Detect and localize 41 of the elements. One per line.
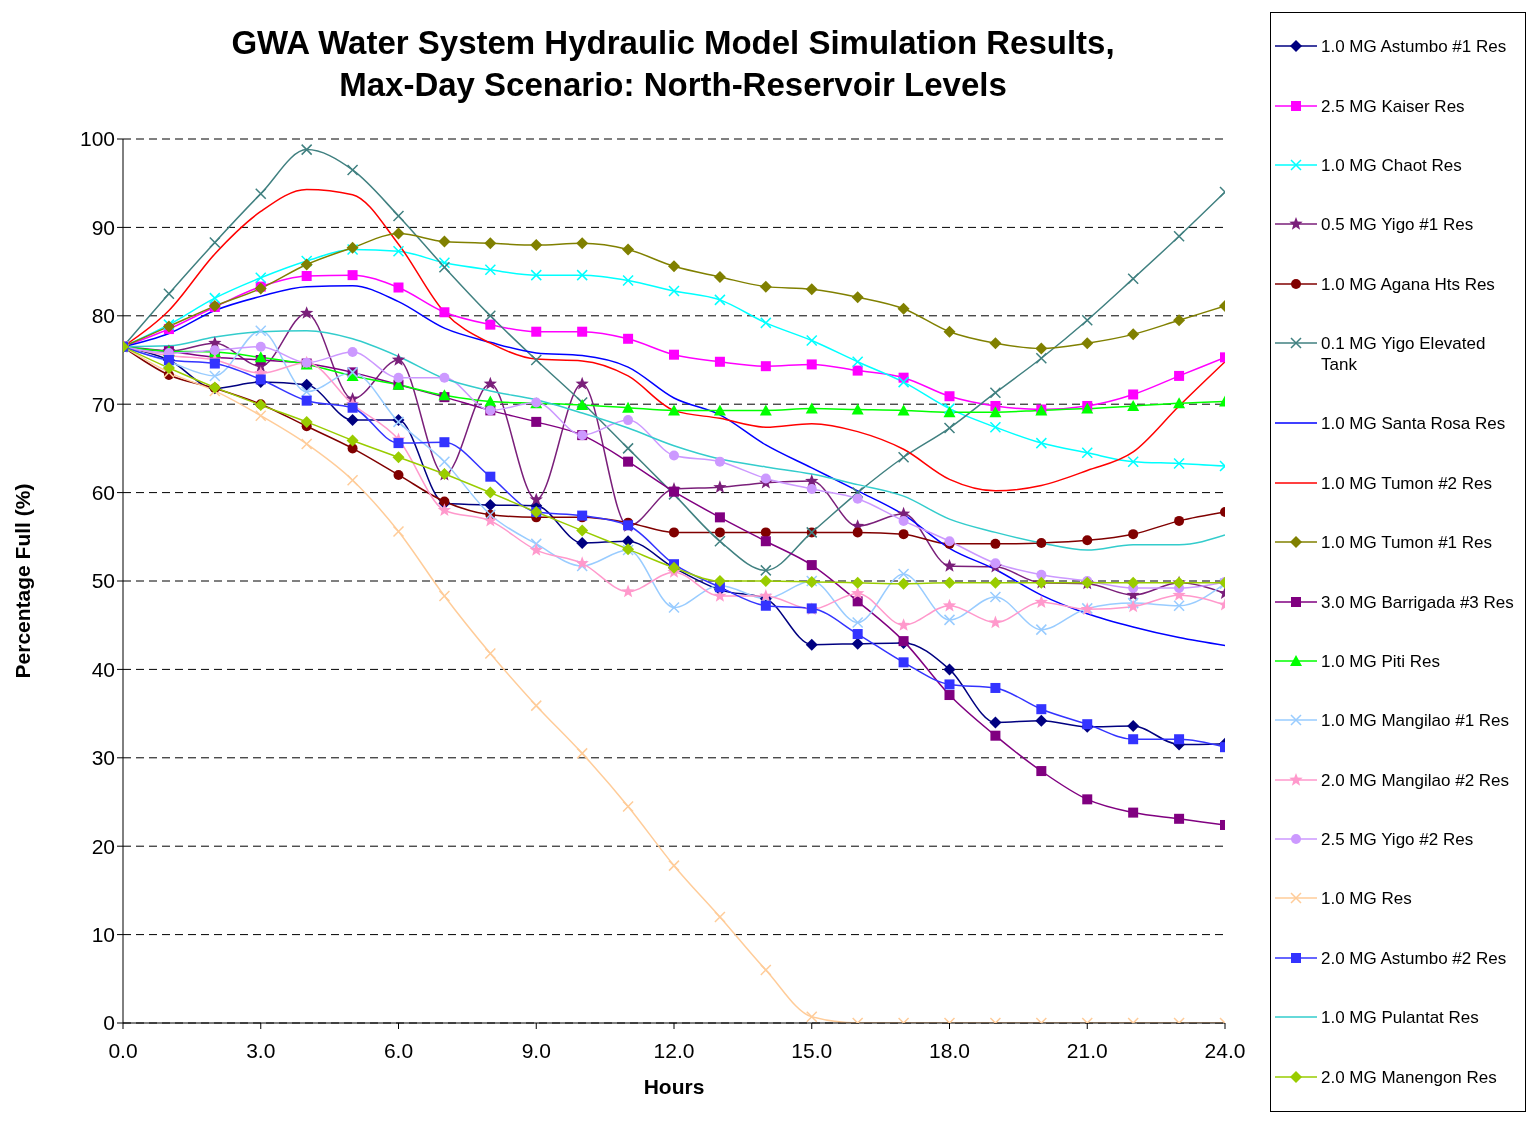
legend-label: 1.0 MG Tumon #1 Res: [1320, 532, 1493, 554]
x-tick-label: 12.0: [653, 1038, 695, 1062]
legend-label: 1.0 MG Chaot Res: [1320, 154, 1462, 176]
y-tick-label: 100: [79, 127, 115, 151]
legend-label: 1.0 MG Mangilao #1 Res: [1320, 710, 1510, 732]
y-tick-label: 70: [91, 392, 115, 416]
legend-label: 1.0 MG Res: [1320, 888, 1412, 910]
legend-label: 1.0 MG Santa Rosa Res: [1320, 413, 1506, 435]
x-tick-label: 15.0: [791, 1038, 833, 1062]
legend-label: 1.0 MG Piti Res: [1320, 650, 1441, 672]
legend-label: 2.0 MG Manengon Res: [1320, 1066, 1497, 1088]
legend-label: 3.0 MG Barrigada #3 Res: [1320, 591, 1514, 613]
legend-label: 0.1 MG Yigo Elevated Tank: [1320, 333, 1487, 376]
y-tick-label: 60: [91, 481, 115, 505]
x-axis-title: Hours: [643, 1075, 705, 1098]
x-tick-label: 6.0: [383, 1038, 414, 1062]
legend-label: 1.0 MG Astumbo #1 Res: [1320, 36, 1507, 58]
legend-label: 2.0 MG Mangilao #2 Res: [1320, 769, 1510, 791]
y-tick-label: 10: [91, 923, 115, 947]
y-tick-label: 30: [91, 746, 115, 770]
legend-label: 1.0 MG Agana Hts Res: [1320, 273, 1495, 295]
x-tick-label: 9.0: [521, 1038, 551, 1062]
legend-label: 2.0 MG Astumbo #2 Res: [1320, 947, 1507, 969]
y-axis-title: Percentage Full (%): [11, 483, 35, 679]
legend-label: 1.0 MG Pulantat Res: [1320, 1007, 1479, 1029]
x-tick-label: 0.0: [108, 1038, 138, 1062]
legend-label: 2.5 MG Kaiser Res: [1320, 95, 1465, 117]
x-tick-label: 21.0: [1066, 1038, 1108, 1062]
y-tick-label: 20: [91, 834, 115, 858]
legend-label: 2.5 MG Yigo #2 Res: [1320, 829, 1474, 851]
y-tick-label: 0: [103, 1011, 115, 1035]
x-tick-label: 3.0: [246, 1038, 276, 1062]
y-tick-label: 50: [91, 569, 115, 593]
y-tick-label: 90: [91, 215, 115, 239]
legend-label: 0.5 MG Yigo #1 Res: [1320, 214, 1474, 236]
legend-label: 1.0 MG Tumon #2 Res: [1320, 472, 1493, 494]
chart-title: GWA Water System Hydraulic Model Simulation Results, Max-Day Scenario: North-Reservoir Levels: [230, 23, 1116, 105]
x-tick-label: 24.0: [1204, 1038, 1246, 1062]
y-tick-label: 80: [91, 304, 115, 328]
y-tick-label: 40: [91, 657, 115, 681]
x-tick-label: 18.0: [929, 1038, 970, 1062]
